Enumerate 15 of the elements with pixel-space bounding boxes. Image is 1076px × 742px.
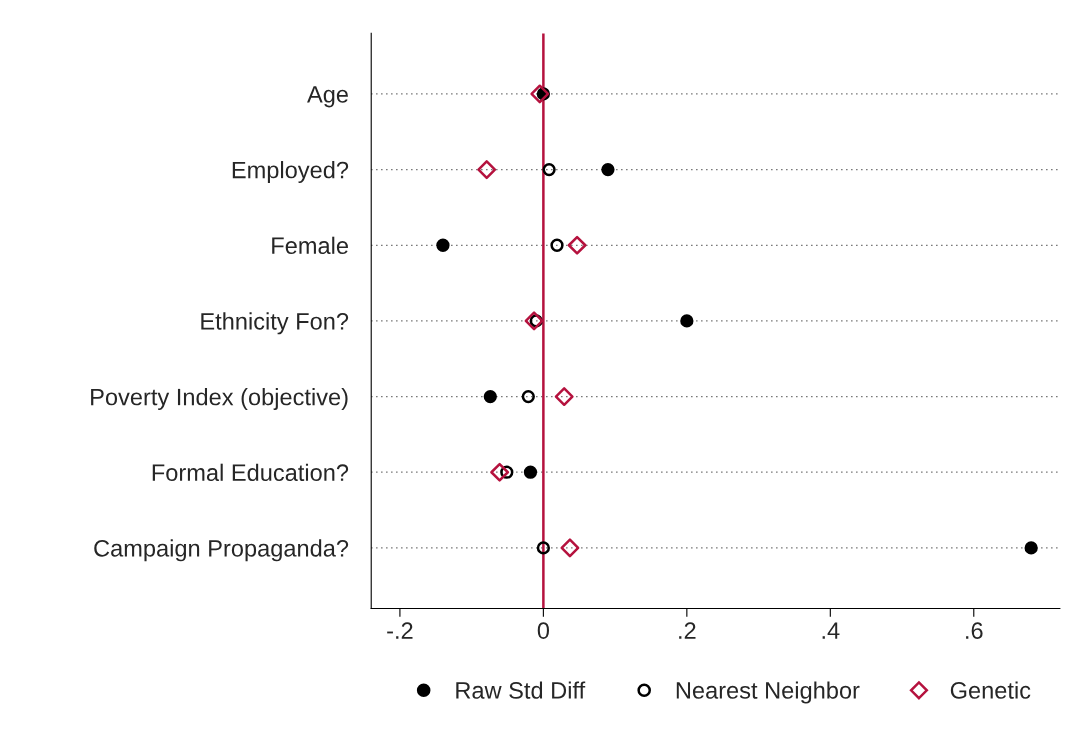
y-tick-label: Campaign Propaganda?: [94, 539, 349, 562]
legend-label: Raw Std Diff: [456, 681, 586, 699]
y-tick-label: Female: [272, 236, 348, 255]
y-tick-label: Employed?: [232, 161, 349, 184]
y-tick-label: Poverty Index (objective): [91, 388, 348, 411]
x-tick-label: 0: [537, 622, 550, 639]
legend-label: Nearest Neighbor: [676, 681, 860, 704]
x-tick-label: .4: [822, 622, 840, 639]
y-tick-label: Formal Education?: [152, 463, 349, 482]
x-tick-label: .6: [966, 622, 983, 639]
x-tick-label: .2: [679, 622, 696, 639]
y-tick-label: Ethnicity Fon?: [201, 312, 349, 335]
legend-label: Genetic: [950, 681, 1031, 699]
x-tick-label: -.2: [387, 622, 413, 639]
y-tick-label: Age: [307, 86, 348, 108]
